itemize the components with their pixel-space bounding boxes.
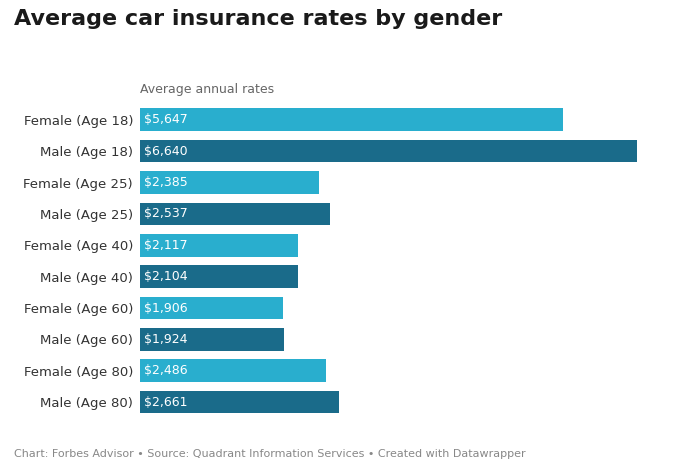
Text: $2,104: $2,104 (144, 270, 188, 283)
Text: Average annual rates: Average annual rates (140, 82, 274, 96)
Text: $1,924: $1,924 (144, 333, 188, 346)
Text: $2,537: $2,537 (144, 207, 188, 220)
Bar (140, 140, 637, 163)
Bar (140, 234, 298, 257)
Text: $6,640: $6,640 (144, 144, 188, 158)
Text: $2,385: $2,385 (144, 176, 188, 189)
Bar (140, 391, 340, 413)
Text: $2,117: $2,117 (144, 239, 188, 252)
Text: $5,647: $5,647 (144, 113, 188, 126)
Text: $1,906: $1,906 (144, 302, 188, 315)
Bar (140, 359, 326, 382)
Bar (140, 265, 298, 288)
Text: $2,661: $2,661 (144, 396, 188, 409)
Bar (140, 297, 283, 319)
Bar (140, 109, 563, 131)
Text: Average car insurance rates by gender: Average car insurance rates by gender (14, 9, 503, 29)
Bar (140, 328, 284, 351)
Bar (140, 203, 330, 225)
Bar (140, 171, 318, 194)
Text: Chart: Forbes Advisor • Source: Quadrant Information Services • Created with Dat: Chart: Forbes Advisor • Source: Quadrant… (14, 449, 526, 459)
Text: $2,486: $2,486 (144, 364, 188, 377)
